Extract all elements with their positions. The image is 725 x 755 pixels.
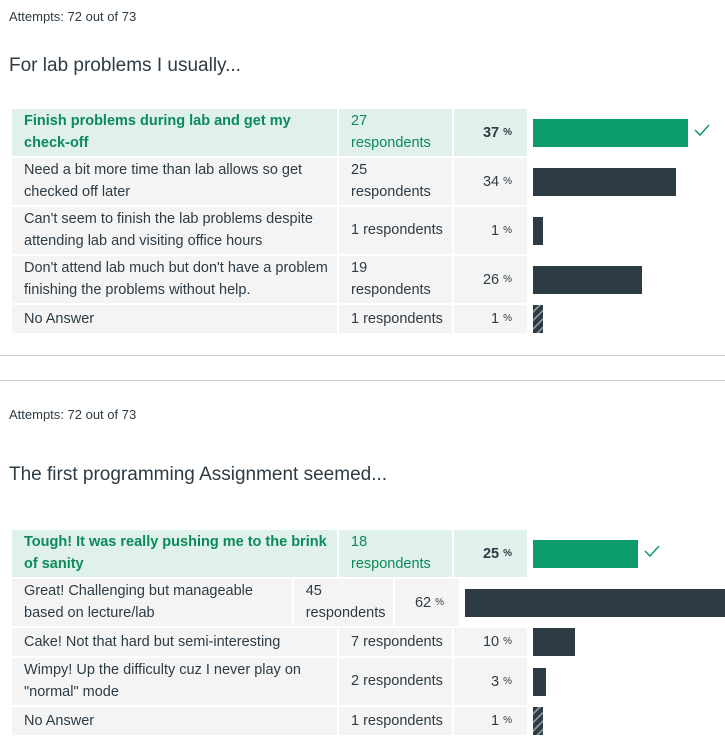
percent-bar — [533, 167, 676, 196]
bar-area — [527, 658, 725, 705]
check-icon — [644, 544, 660, 563]
answer-row: No Answer 1 respondents 1% — [0, 305, 725, 333]
bar-area — [459, 579, 725, 626]
percent-bar — [533, 305, 543, 333]
answer-label: Tough! It was really pushing me to the b… — [12, 530, 337, 577]
answer-row: Tough! It was really pushing me to the b… — [0, 530, 725, 577]
percent-value: 1 — [491, 713, 500, 729]
answer-percent: 1% — [454, 707, 527, 735]
respondent-count: 27 respondents — [339, 109, 452, 156]
respondent-count: 18 respondents — [339, 530, 452, 577]
percent-bar — [533, 707, 543, 735]
answer-percent: 10% — [454, 628, 527, 656]
percent-value: 34 — [482, 173, 500, 190]
percent-value: 3 — [491, 673, 500, 690]
percent-value: 1 — [491, 311, 500, 327]
percent-value: 26 — [482, 271, 500, 288]
percent-symbol: % — [503, 313, 512, 324]
respondent-count: 1 respondents — [339, 305, 452, 333]
percent-bar — [465, 588, 725, 617]
answer-row: Need a bit more time than lab allows so … — [0, 158, 725, 205]
answer-row: Can't seem to finish the lab problems de… — [0, 207, 725, 254]
attempts-count: Attempts: 72 out of 73 — [9, 9, 137, 24]
answer-row: Finish problems during lab and get my ch… — [0, 109, 725, 156]
percent-bar — [533, 265, 642, 294]
percent-bar — [533, 118, 688, 147]
percent-value: 10 — [482, 634, 500, 650]
attempts-count: Attempts: 72 out of 73 — [9, 407, 137, 422]
percent-bar — [533, 216, 543, 245]
bar-area — [527, 628, 725, 656]
divider — [0, 355, 725, 356]
percent-symbol: % — [503, 636, 512, 647]
respondent-count: 1 respondents — [339, 707, 452, 735]
answer-label: Finish problems during lab and get my ch… — [12, 109, 337, 156]
answer-percent: 34% — [454, 158, 527, 205]
answer-percent: 26% — [454, 256, 527, 303]
question-text: For lab problems I usually... — [9, 55, 241, 76]
percent-value: 62 — [414, 594, 432, 611]
answer-row: No Answer 1 respondents 1% — [0, 707, 725, 735]
percent-symbol: % — [503, 175, 512, 187]
percent-symbol: % — [503, 675, 512, 687]
percent-bar — [533, 539, 638, 568]
respondent-count: 45 respondents — [293, 579, 393, 626]
divider — [0, 380, 725, 381]
bar-area — [527, 207, 725, 254]
answer-label: Need a bit more time than lab allows so … — [12, 158, 337, 205]
answer-percent: 37% — [454, 109, 527, 156]
percent-bar — [533, 667, 546, 696]
answer-row: Don't attend lab much but don't have a p… — [0, 256, 725, 303]
respondent-count: 2 respondents — [339, 658, 452, 705]
answer-label: Cake! Not that hard but semi-interesting — [12, 628, 337, 656]
answer-list: Tough! It was really pushing me to the b… — [0, 530, 725, 737]
bar-area — [527, 256, 725, 303]
answer-percent: 1% — [454, 207, 527, 254]
answer-label: Can't seem to finish the lab problems de… — [12, 207, 337, 254]
answer-label: No Answer — [12, 707, 337, 735]
answer-label: No Answer — [12, 305, 337, 333]
bar-area — [527, 530, 725, 577]
bar-area — [527, 158, 725, 205]
answer-row: Wimpy! Up the difficulty cuz I never pla… — [0, 658, 725, 705]
bar-area — [527, 109, 725, 156]
answer-list: Finish problems during lab and get my ch… — [0, 109, 725, 335]
answer-label: Don't attend lab much but don't have a p… — [12, 256, 337, 303]
answer-row: Cake! Not that hard but semi-interesting… — [0, 628, 725, 656]
percent-symbol: % — [503, 273, 512, 285]
percent-symbol: % — [435, 596, 444, 608]
answer-percent: 62% — [394, 579, 459, 626]
percent-value: 37 — [482, 124, 500, 141]
percent-value: 1 — [491, 222, 500, 239]
bar-area — [527, 707, 725, 735]
percent-symbol: % — [503, 715, 512, 726]
check-icon — [694, 123, 710, 142]
answer-label: Great! Challenging but manageable based … — [12, 579, 292, 626]
answer-row: Great! Challenging but manageable based … — [0, 579, 725, 626]
percent-symbol: % — [503, 126, 512, 138]
answer-percent: 3% — [454, 658, 527, 705]
percent-symbol: % — [503, 224, 512, 236]
bar-area — [527, 305, 725, 333]
percent-bar — [533, 628, 575, 656]
percent-symbol: % — [503, 547, 512, 559]
respondent-count: 19 respondents — [339, 256, 452, 303]
answer-percent: 1% — [454, 305, 527, 333]
question-text: The first programming Assignment seemed.… — [9, 464, 388, 485]
respondent-count: 1 respondents — [339, 207, 452, 254]
respondent-count: 25 respondents — [339, 158, 452, 205]
answer-label: Wimpy! Up the difficulty cuz I never pla… — [12, 658, 337, 705]
respondent-count: 7 respondents — [339, 628, 452, 656]
answer-percent: 25% — [454, 530, 527, 577]
percent-value: 25 — [482, 545, 500, 562]
